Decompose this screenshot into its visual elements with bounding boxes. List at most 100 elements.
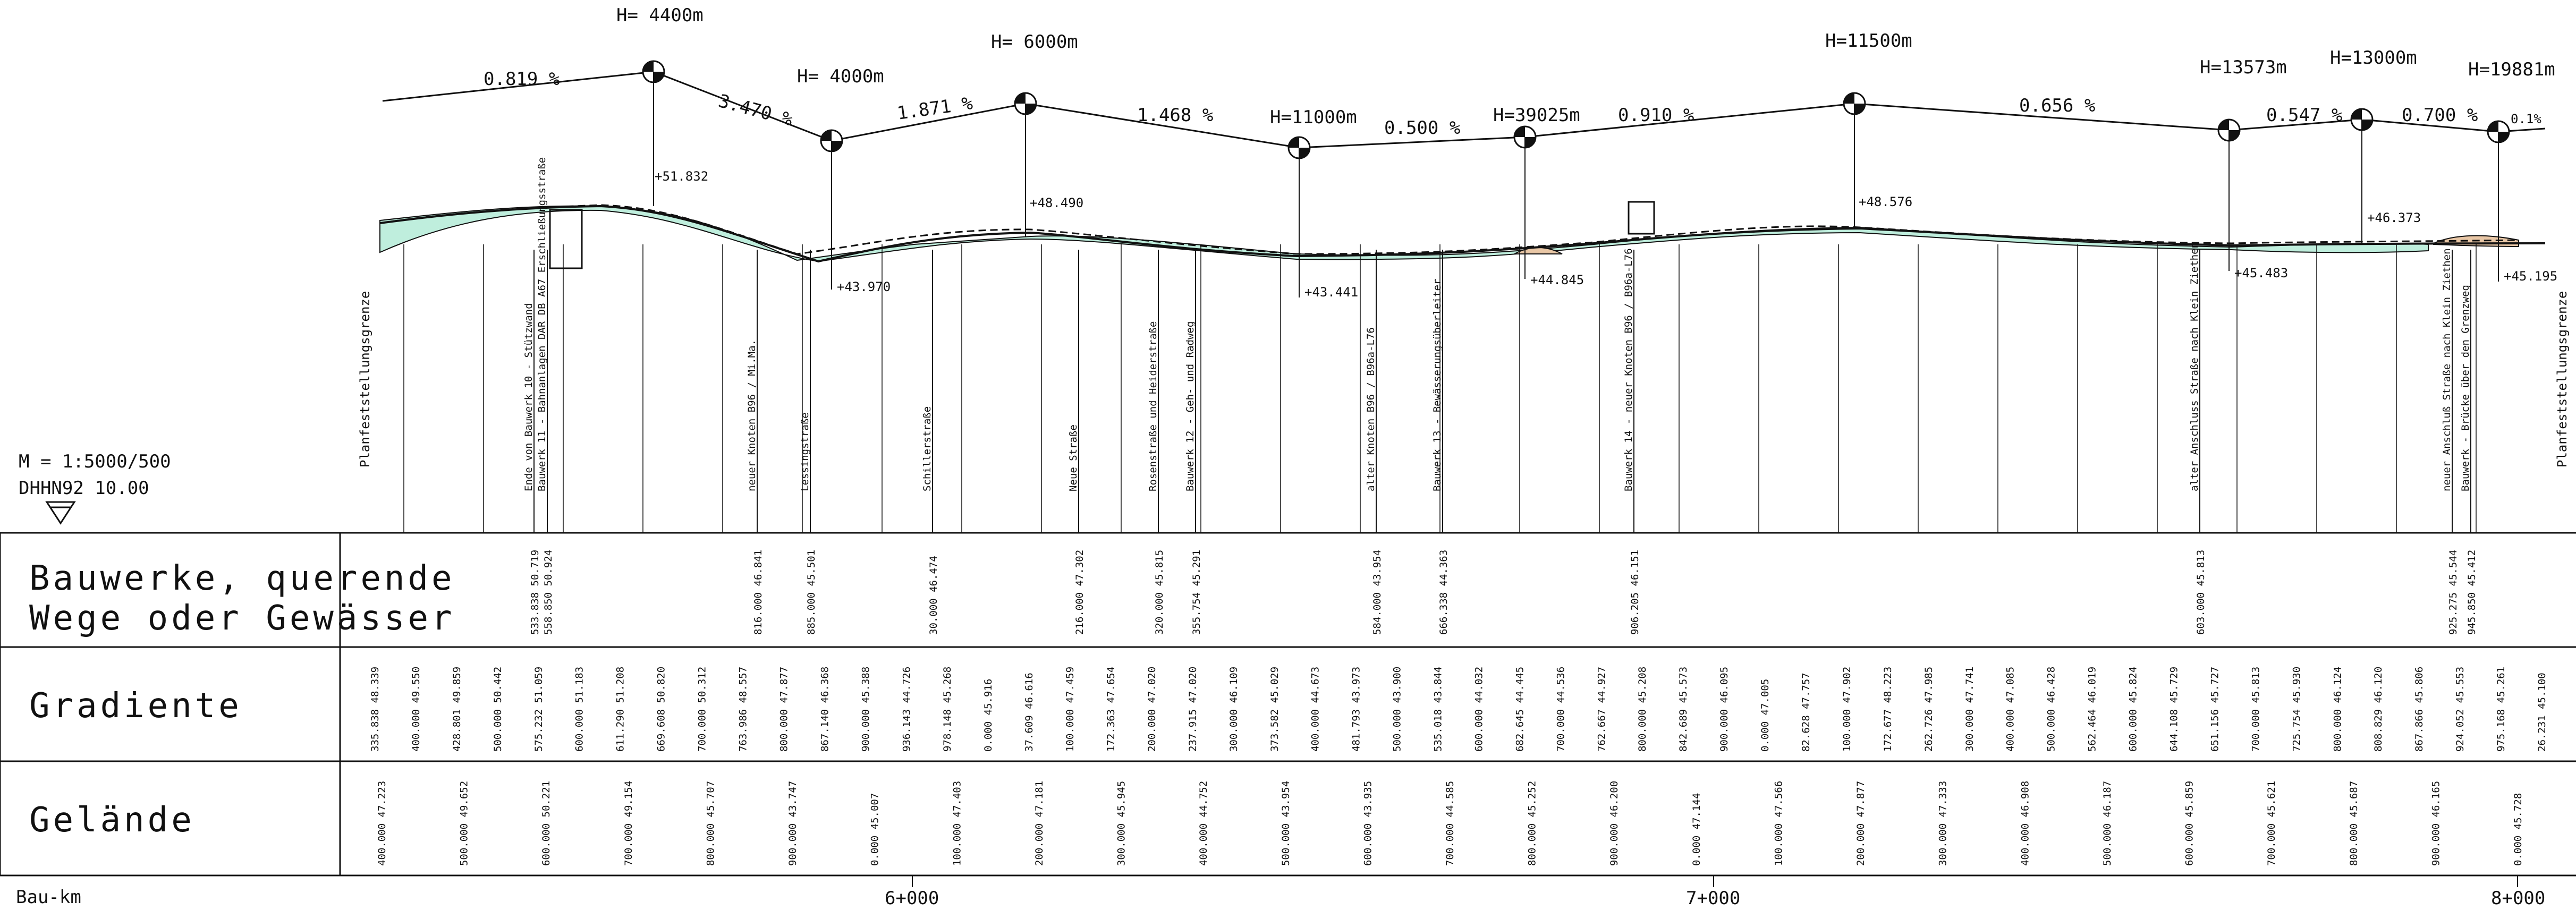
gradient-values: 335.838 48.339 400.000 49.550 428.801 49.8… (369, 667, 2548, 752)
gradient-value: 936.143 44.726 (901, 667, 912, 752)
terrain-value: 0.000 45.007 (869, 793, 881, 866)
radius-label: H= 6000m (991, 31, 1078, 53)
structure-label: Bauwerk 13 - Bewässerungsüberleiter (1431, 279, 1443, 491)
terrain-value: 0.000 47.144 (1691, 793, 1702, 866)
structure-label: alter Anschluss Straße nach Klein Ziethe… (2189, 242, 2200, 491)
radius-label: H=11500m (1825, 30, 1912, 52)
gradient-value: 682.645 44.445 (1514, 667, 1526, 752)
gradient-line (379, 205, 2546, 263)
structure-value: 603.000 45.813 (2195, 550, 2207, 635)
structure-value: 558.850 50.924 (543, 550, 554, 635)
gradient-label: 0.819 % (484, 69, 560, 90)
terrain-value: 600.000 45.859 (2184, 781, 2196, 866)
terrain-value: 200.000 47.181 (1033, 781, 1045, 866)
structure-value: 355.754 45.291 (1191, 550, 1202, 635)
terrain-value: 800.000 45.707 (705, 781, 716, 866)
elevation-label: +46.373 (2367, 210, 2421, 225)
structure-value: 885.000 45.501 (806, 550, 817, 635)
gradient-value: 600.000 45.824 (2128, 667, 2139, 752)
terrain-value: 700.000 45.621 (2266, 781, 2277, 866)
gradient-value: 26.231 45.100 (2536, 673, 2548, 752)
gradient-label: 1.871 % (896, 92, 974, 124)
row-header-terrain: Gelände (29, 801, 195, 840)
datum-label: DHHN92 10.00 (19, 478, 149, 499)
gradient-value: 763.986 48.557 (737, 667, 749, 752)
elevation-label: +51.832 (655, 169, 708, 184)
structure-label: Lessingstraße (799, 412, 811, 491)
gradient-value: 373.582 45.029 (1269, 667, 1281, 752)
terrain-value: 300.000 45.945 (1116, 781, 1128, 866)
structure-value: 30.000 46.474 (928, 556, 939, 635)
terrain-value: 200.000 47.877 (1855, 781, 1867, 866)
structure-label: Bauwerk 14 - neuer Knoten B96 / B96a-L76 (1623, 248, 1634, 491)
structure-label: Schillerstraße (921, 406, 933, 491)
terrain-value: 700.000 49.154 (623, 781, 634, 866)
gradient-value: 0.000 45.916 (982, 679, 994, 752)
elevation-callouts: +51.832 +43.970 +48.490 +43.441 +44.845 … (653, 72, 2557, 300)
terrain-value: 300.000 47.333 (1937, 781, 1949, 866)
gradient-value: 924.052 45.553 (2454, 667, 2466, 752)
structure-value: 584.000 43.954 (1371, 550, 1383, 635)
gradient-value: 0.000 47.005 (1759, 679, 1771, 752)
gradient-value: 535.018 43.844 (1433, 667, 1444, 752)
gradient-value: 500.000 50.442 (492, 667, 504, 752)
gradient-label: 0.656 % (2019, 95, 2095, 116)
chainage-axis: 6+000 7+000 8+000 (885, 875, 2545, 909)
terrain-value: 0.000 45.728 (2512, 793, 2524, 866)
boundary-label-left: Planfeststellungsgrenze (358, 291, 372, 467)
gradient-value: 669.608 50.820 (656, 667, 667, 752)
gradient-value: 400.000 44.673 (1310, 667, 1321, 752)
gradient-value: 428.801 49.859 (451, 667, 463, 752)
elevation-label: +45.483 (2234, 266, 2288, 280)
gradient-value: 700.000 50.312 (697, 667, 708, 752)
gradient-label: 3.470 % (716, 90, 795, 131)
gradient-value: 800.000 46.124 (2332, 667, 2343, 752)
structure-label: Rosenstraße und Heiderstraße (1147, 321, 1159, 491)
row-header-structures: Bauwerke, querende (29, 559, 455, 598)
gradient-value: 808.829 46.120 (2372, 667, 2384, 752)
gradient-label: 0.500 % (1384, 117, 1460, 139)
gradient-value: 611.290 51.208 (615, 667, 626, 752)
gradient-value: 725.754 45.930 (2291, 667, 2302, 752)
elevation-label: +48.490 (1030, 195, 1083, 210)
longitudinal-section: +51.832 +43.970 +48.490 +43.441 +44.845 … (358, 72, 2570, 533)
gradient-value: 867.866 45.806 (2413, 667, 2425, 752)
structure-label: Ende von Bauwerk 10 - Stützwand (523, 303, 535, 491)
structure-label: neuer Knoten B96 / Mi.Ma. (746, 339, 758, 491)
terrain-value: 900.000 43.747 (787, 781, 799, 866)
gradient-value: 867.140 46.368 (819, 667, 831, 752)
gradient-value: 400.000 49.550 (410, 667, 422, 752)
terrain-value: 500.000 49.652 (459, 781, 470, 866)
terrain-value: 500.000 46.187 (2102, 781, 2113, 866)
elevation-label: +43.441 (1304, 285, 1358, 300)
radius-label: H=19881m (2468, 59, 2555, 80)
terrain-value: 900.000 46.200 (1608, 781, 1620, 866)
km-mark: 6+000 (885, 888, 939, 909)
structure-label: neuer Anschluß Straße nach Klein Ziethen (2441, 248, 2453, 491)
terrain-value: 500.000 43.954 (1280, 781, 1292, 866)
gradient-value: 800.000 45.208 (1637, 667, 1648, 752)
datum-triangle (45, 501, 76, 525)
structure-value: 925.275 45.544 (2447, 550, 2459, 635)
structure-label: Bauwerk - Brücke über den Grenzweg (2460, 285, 2471, 491)
terrain-value: 600.000 50.221 (540, 781, 552, 866)
gradient-value: 800.000 47.877 (778, 667, 790, 752)
structure-value: 945.850 45.412 (2466, 550, 2478, 635)
gradient-value: 900.000 45.388 (860, 667, 871, 752)
structure-labels: Ende von Bauwerk 10 - Stützwand Bauwerk 1… (523, 157, 2471, 533)
gradient-value: 481.793 43.973 (1351, 667, 1362, 752)
terrain-value: 400.000 44.752 (1198, 781, 1209, 866)
structure-label: Bauwerk 11 - Bahnanlagen DAR DB A67 Ersc… (536, 157, 548, 491)
structure-value: 816.000 46.841 (752, 550, 764, 635)
bridge-symbol (549, 209, 583, 269)
gradient-value: 651.156 45.727 (2209, 667, 2221, 752)
row-header-structures-2: Wege oder Gewässer (29, 599, 455, 638)
gradient-value: 975.168 45.261 (2495, 667, 2507, 752)
gradient-value: 762.667 44.927 (1596, 667, 1607, 752)
gradient-label: 0.1% (2511, 112, 2541, 126)
row-header-chainage: Bau-km (16, 887, 81, 908)
gradient-value: 100.000 47.902 (1841, 667, 1853, 752)
gradient-value: 300.000 47.741 (1964, 667, 1976, 752)
gradient-value: 644.108 45.729 (2168, 667, 2180, 752)
gradient-value: 335.838 48.339 (369, 667, 381, 752)
